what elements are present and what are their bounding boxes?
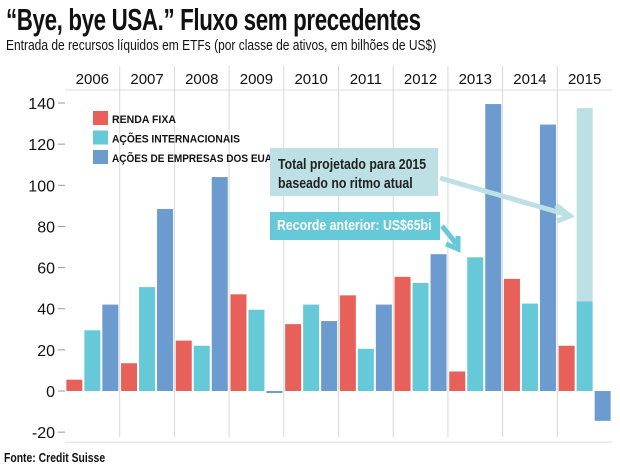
bar — [266, 391, 283, 394]
bar — [211, 177, 228, 391]
y-tick-label: 100 — [28, 178, 55, 195]
bar — [303, 304, 320, 391]
annotation-projection-line1: Total projetado para 2015 — [278, 156, 427, 173]
bar — [248, 309, 265, 391]
projection-arrowhead — [554, 203, 576, 224]
chart-subtitle: Entrada de recursos líquidos em ETFs (po… — [6, 37, 437, 54]
x-tick-label: 2008 — [185, 71, 218, 88]
legend-swatch — [93, 150, 108, 164]
record-arrowhead — [445, 236, 461, 253]
legend-label: AÇÕES INTERNACIONAIS — [112, 133, 240, 146]
bar — [175, 340, 192, 391]
bar — [84, 330, 101, 391]
annotation-record-text: Recorde anterior: US$65bi — [277, 217, 432, 234]
annotation-record: Recorde anterior: US$65bi — [270, 212, 440, 240]
bar — [375, 304, 392, 391]
bar — [467, 257, 484, 391]
bar — [412, 283, 429, 391]
bar — [594, 391, 611, 421]
bar — [193, 345, 210, 391]
x-tick-label: 2009 — [240, 71, 273, 88]
bar — [539, 124, 556, 391]
bar — [139, 287, 156, 391]
source-note: Fonte: Credit Suisse — [4, 450, 106, 465]
bar — [230, 294, 247, 391]
projection-bar — [576, 108, 593, 302]
x-tick-label: 2014 — [513, 71, 546, 88]
y-tick-label: 20 — [37, 343, 55, 360]
bar — [357, 348, 374, 391]
x-tick-label: 2011 — [350, 71, 382, 88]
y-tick-label: -20 — [32, 425, 55, 442]
bar — [321, 321, 338, 391]
x-tick-label: 2015 — [568, 71, 601, 88]
bar — [157, 208, 174, 391]
y-tick-label: 0 — [46, 384, 55, 401]
annotation-projection: Total projetado para 2015 baseado no rit… — [270, 148, 438, 196]
projection-arrow — [439, 175, 569, 218]
y-tick-label: 80 — [37, 219, 55, 236]
annotation-projection-line2: baseado no ritmo atual — [278, 175, 413, 192]
bar — [102, 304, 119, 391]
x-tick-label: 2007 — [130, 71, 163, 88]
y-tick-label: 40 — [37, 302, 55, 319]
bar — [576, 301, 593, 391]
bar — [285, 324, 302, 391]
bar — [66, 379, 83, 391]
y-tick-label: 120 — [28, 137, 55, 154]
legend-label: AÇÕES DE EMPRESAS DOS EUA — [112, 152, 272, 165]
chart-title: “Bye, bye USA.” Fluxo sem precedentes — [6, 2, 421, 37]
x-tick-label: 2013 — [459, 71, 492, 88]
y-tick-label: 60 — [37, 261, 55, 278]
y-tick-label: 140 — [28, 96, 55, 113]
x-tick-label: 2012 — [404, 71, 437, 88]
bar — [430, 254, 447, 391]
bar — [121, 363, 138, 391]
bar — [449, 371, 466, 391]
bar — [558, 345, 575, 391]
record-arrow — [440, 224, 459, 246]
legend-swatch — [93, 111, 108, 125]
bar — [394, 276, 411, 391]
bar — [521, 303, 538, 391]
bar — [485, 104, 502, 392]
x-tick-label: 2010 — [294, 71, 327, 88]
legend-label: RENDA FIXA — [112, 114, 176, 126]
legend-swatch — [93, 130, 108, 145]
x-tick-label: 2006 — [76, 71, 109, 88]
bar — [339, 295, 356, 391]
bar — [503, 278, 520, 391]
